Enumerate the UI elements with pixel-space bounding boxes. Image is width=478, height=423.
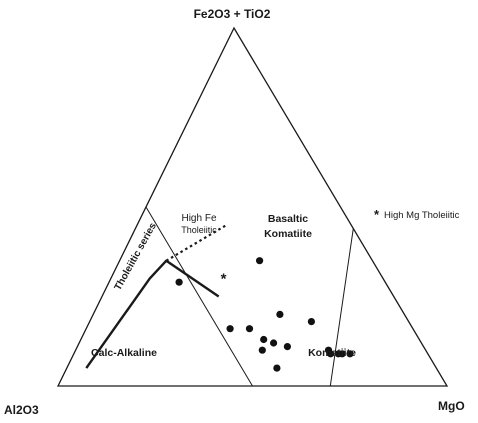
field-label-high-fe-line2: Tholeiitic	[181, 225, 217, 235]
data-point-13	[327, 350, 335, 358]
field-label-tholeiitic-series: Tholeiitic series	[113, 221, 159, 293]
field-label-komatiite: Komatiite	[308, 347, 356, 359]
data-point-5	[270, 339, 278, 347]
apex-label-left: Al2O3	[4, 403, 39, 417]
data-point-3	[245, 325, 254, 333]
field-label-high-fe-line1: High Fe	[181, 213, 216, 224]
data-point-8	[283, 343, 291, 351]
calc-alkaline-tholeiitic-boundary	[85, 259, 220, 369]
data-points: *	[175, 257, 354, 372]
ternary-triangle-outline	[56, 26, 449, 387]
apex-label-right: MgO	[438, 399, 465, 413]
data-point-9	[256, 257, 264, 265]
legend-label-high-mg-tholeiitic: High Mg Tholeiitic	[384, 210, 460, 221]
data-point-6	[273, 364, 281, 372]
apex-label-top: Fe2O3 + TiO2	[194, 7, 271, 21]
data-point-1	[175, 278, 183, 286]
field-label-basaltic-komatiite-line2: Komatiite	[264, 228, 312, 240]
legend-marker-star: *	[374, 207, 380, 222]
field-label-calc-alkaline: Calc-Alkaline	[91, 347, 157, 359]
data-point-16	[346, 350, 354, 358]
data-point-11	[307, 318, 315, 326]
field-label-basaltic-komatiite-line1: Basaltic	[268, 213, 308, 225]
data-point-15	[338, 350, 346, 358]
special-point-star-1: *	[221, 271, 227, 288]
tholeiitic-extension-dotted-line	[165, 223, 228, 262]
basaltic-komatiite-komatiite-boundary	[329, 228, 354, 387]
data-point-10	[276, 310, 284, 318]
data-point-7	[258, 346, 266, 354]
data-point-4	[260, 335, 268, 344]
data-point-2	[226, 325, 234, 333]
high-fe-basaltic-komatiite-boundary	[145, 206, 253, 387]
